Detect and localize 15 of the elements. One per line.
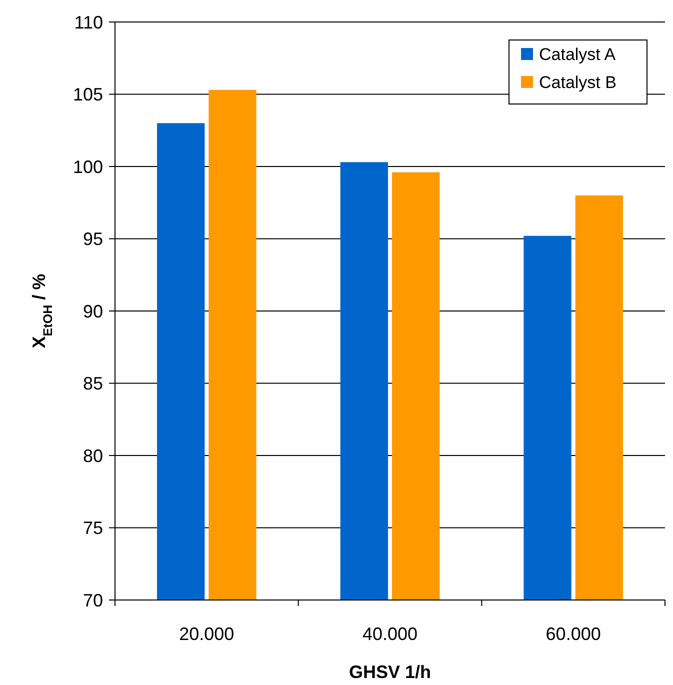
y-tick-label: 80 — [82, 446, 103, 466]
y-tick-label: 100 — [72, 156, 103, 177]
legend-label: Catalyst B — [539, 72, 616, 92]
x-tick-label: 60.000 — [546, 624, 601, 644]
x-tick-label: 40.000 — [362, 624, 418, 644]
x-tick-label: 20.000 — [179, 624, 234, 644]
y-tick-label: 105 — [72, 84, 103, 105]
x-axis-title: GHSV 1/h — [348, 662, 432, 682]
y-tick-label: 90 — [82, 301, 103, 322]
y-tick-label: 75 — [82, 518, 103, 538]
y-tick-label: 70 — [82, 590, 103, 610]
y-tick-label: 85 — [82, 374, 103, 394]
legend-label: Catalyst A — [539, 44, 616, 64]
y-tick-label: 110 — [74, 12, 103, 32]
y-tick-label: 95 — [82, 229, 103, 250]
